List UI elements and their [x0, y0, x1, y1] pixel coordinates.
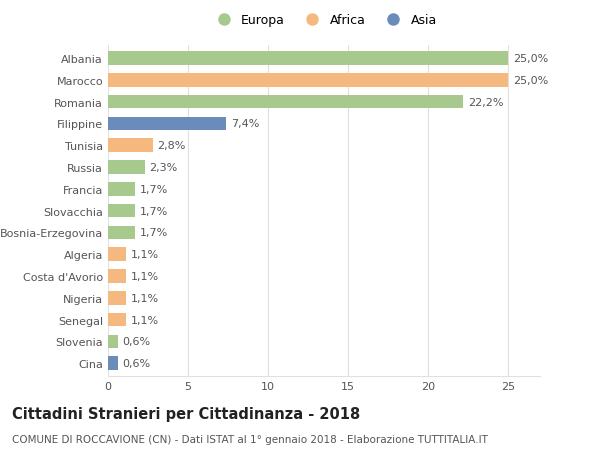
Bar	[108, 161, 145, 174]
Text: 2,8%: 2,8%	[158, 141, 186, 151]
Text: 1,1%: 1,1%	[130, 250, 158, 260]
Bar	[108, 248, 125, 261]
Text: 1,1%: 1,1%	[130, 293, 158, 303]
Text: 1,7%: 1,7%	[140, 206, 168, 216]
Text: Cittadini Stranieri per Cittadinanza - 2018: Cittadini Stranieri per Cittadinanza - 2…	[12, 406, 360, 421]
Bar	[108, 313, 125, 327]
Legend: Europa, Africa, Asia: Europa, Africa, Asia	[206, 9, 442, 32]
Text: 0,6%: 0,6%	[122, 336, 151, 347]
Text: 1,7%: 1,7%	[140, 185, 168, 195]
Bar	[108, 74, 508, 87]
Bar	[108, 118, 226, 131]
Text: 25,0%: 25,0%	[513, 76, 548, 86]
Text: 0,6%: 0,6%	[122, 358, 151, 368]
Bar	[108, 226, 135, 240]
Bar	[108, 183, 135, 196]
Bar	[108, 52, 508, 66]
Bar	[108, 291, 125, 305]
Bar	[108, 204, 135, 218]
Bar	[108, 139, 153, 153]
Bar	[108, 269, 125, 283]
Text: 1,1%: 1,1%	[130, 315, 158, 325]
Text: 1,7%: 1,7%	[140, 228, 168, 238]
Text: 25,0%: 25,0%	[513, 54, 548, 64]
Text: COMUNE DI ROCCAVIONE (CN) - Dati ISTAT al 1° gennaio 2018 - Elaborazione TUTTITA: COMUNE DI ROCCAVIONE (CN) - Dati ISTAT a…	[12, 434, 488, 444]
Bar	[108, 95, 463, 109]
Text: 22,2%: 22,2%	[468, 97, 503, 107]
Text: 7,4%: 7,4%	[231, 119, 260, 129]
Text: 1,1%: 1,1%	[130, 271, 158, 281]
Bar	[108, 335, 118, 348]
Bar	[108, 357, 118, 370]
Text: 2,3%: 2,3%	[149, 162, 178, 173]
